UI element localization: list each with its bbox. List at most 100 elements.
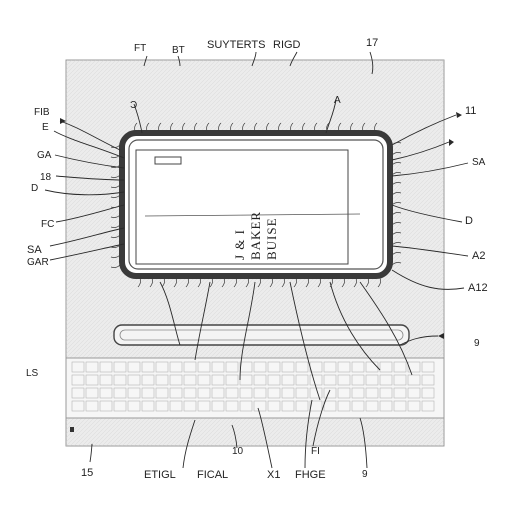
keyboard-key xyxy=(393,387,407,399)
keyboard-key xyxy=(337,400,351,412)
bezel-fibre xyxy=(326,122,330,132)
bezel-fibre xyxy=(242,122,246,132)
keyboard-key xyxy=(141,374,155,386)
bezel-fibre xyxy=(269,277,273,288)
bezel-fibre xyxy=(221,277,225,288)
label-fib: FIB xyxy=(34,107,50,118)
keyboard-key xyxy=(85,361,99,373)
bezel-fibre xyxy=(391,162,402,166)
keyboard-key xyxy=(197,361,211,373)
keyboard-key xyxy=(281,387,295,399)
leader-line xyxy=(312,389,331,447)
bezel-fibre xyxy=(391,172,402,176)
bezel-fibre xyxy=(377,277,381,288)
bezel-fibre xyxy=(391,192,402,196)
leader-line xyxy=(289,51,298,67)
keyboard-key xyxy=(253,361,267,373)
keyboard-key xyxy=(365,387,379,399)
label-d-right: D xyxy=(465,215,473,227)
label-17: 17 xyxy=(366,37,379,49)
label-suyterts: SUYTERTS xyxy=(207,39,266,51)
arrow-head-sa-right xyxy=(449,139,454,146)
label-x1: X1 xyxy=(267,469,281,481)
bezel-fibre xyxy=(110,244,121,248)
keyboard-key xyxy=(141,400,155,412)
label-fical: FICAL xyxy=(197,469,229,481)
arrow-head-11 xyxy=(456,112,462,118)
screen-vertical-text: J & I BAKER BUISE xyxy=(232,210,279,260)
keyboard-key xyxy=(183,361,197,373)
label-11: 11 xyxy=(465,105,477,117)
bezel-fibre xyxy=(391,202,402,206)
bezel-fibre xyxy=(245,277,249,288)
keyboard-key xyxy=(71,374,85,386)
bezel-fibre xyxy=(317,277,321,288)
keyboard-key xyxy=(99,400,113,412)
keyboard-key xyxy=(351,361,365,373)
label-10: 10 xyxy=(232,446,244,457)
bezel-fibre xyxy=(353,277,357,288)
label-fhge: FHGE xyxy=(295,469,326,481)
keyboard-key xyxy=(351,387,365,399)
leader-line xyxy=(49,227,125,247)
keyboard-key xyxy=(169,400,183,412)
keyboard-key xyxy=(309,400,323,412)
leader-lines xyxy=(44,51,469,469)
keyboard-key xyxy=(253,387,267,399)
keyboard-key xyxy=(127,387,141,399)
keyboard-key xyxy=(127,361,141,373)
keyboard-key xyxy=(225,400,239,412)
keyboard-key xyxy=(225,361,239,373)
keyboard-key xyxy=(379,361,393,373)
keyboard-key xyxy=(267,400,281,412)
keyboard-key xyxy=(323,374,337,386)
bezel-fibre xyxy=(110,154,121,158)
bezel-fibre xyxy=(146,122,150,132)
keyboard-key xyxy=(169,374,183,386)
bezel-fibre xyxy=(182,122,186,132)
keyboard-key xyxy=(197,400,211,412)
bezel-fibre xyxy=(218,122,222,132)
keyboard-key xyxy=(337,374,351,386)
bezel-fibre xyxy=(314,122,318,132)
arrow-head-fib xyxy=(60,118,66,124)
bezel-fibre xyxy=(374,122,378,132)
keyboard-key xyxy=(337,387,351,399)
keyboard-key xyxy=(379,374,393,386)
label-rigd: RIGD xyxy=(273,39,301,51)
keyboard-key xyxy=(295,400,309,412)
display-bezel-inner xyxy=(128,139,384,270)
leader-line xyxy=(399,335,439,346)
bezel-fibre xyxy=(110,174,121,178)
keyboard-key xyxy=(155,361,169,373)
keyboard-key xyxy=(85,374,99,386)
leader-line xyxy=(391,245,469,257)
bezel-fibres xyxy=(110,122,402,288)
keyboard-key xyxy=(71,387,85,399)
bezel-fibre xyxy=(329,277,333,288)
leader-line xyxy=(44,189,125,196)
leader-line xyxy=(143,55,148,67)
label-a12: A12 xyxy=(468,282,488,294)
keyboard-key xyxy=(295,361,309,373)
label-ga: GA xyxy=(37,150,52,161)
keyboard-key xyxy=(127,400,141,412)
label-15: 15 xyxy=(81,467,94,479)
leader-line xyxy=(257,407,273,469)
label-bt: BT xyxy=(172,45,185,56)
slot-bar-inner xyxy=(119,329,404,341)
bezel-fibre xyxy=(391,242,402,246)
keyboard-key xyxy=(393,361,407,373)
keyboard-key xyxy=(351,374,365,386)
bezel-fibre xyxy=(278,122,282,132)
keyboard-key xyxy=(365,400,379,412)
keyboard-key xyxy=(197,387,211,399)
bezel-fibre xyxy=(206,122,210,132)
leader-line xyxy=(231,424,238,449)
label-a2: A2 xyxy=(472,250,486,262)
keyboard-key xyxy=(407,374,421,386)
keyboard-key xyxy=(281,361,295,373)
keyboard-key xyxy=(267,374,281,386)
